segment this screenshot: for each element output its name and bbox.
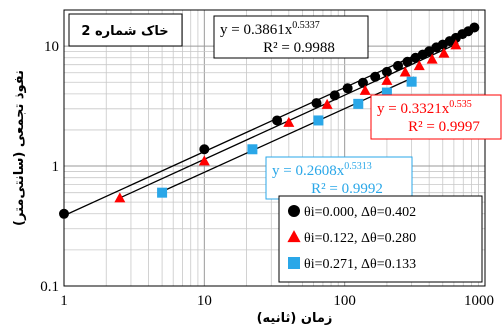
data-point-series-3 (313, 115, 324, 126)
legend-label-3: θi=0.271, Δθ=0.133 (304, 257, 416, 272)
y-tick-label: 0.1 (40, 279, 59, 295)
data-point-series-2 (450, 39, 462, 50)
data-point-series-2 (413, 60, 425, 71)
fit-label-series-1-frame (213, 15, 369, 59)
fit-label-series-3: y = 0.2608x0.5313 R² = 0.9992 (265, 156, 413, 200)
data-point-series-1 (469, 22, 480, 33)
data-point-series-2 (321, 98, 333, 109)
data-point-series-1 (329, 90, 340, 101)
data-point-series-1 (402, 56, 413, 67)
fit-label-series-2-r2: R² = 0.9997 (408, 119, 480, 135)
data-point-series-2 (438, 47, 450, 58)
data-points (59, 22, 480, 219)
legend-label-1: θi=0.000, Δθ=0.402 (304, 205, 416, 220)
data-point-series-1 (381, 66, 392, 77)
y-tick-label: 10 (44, 39, 59, 55)
data-point-series-3 (381, 87, 392, 98)
fit-label-series-2-equation-exponent: 0.535 (449, 99, 472, 110)
x-tick-label: 1000 (464, 293, 494, 309)
fit-label-series-1-equation-exponent: 0.5337 (292, 20, 320, 31)
fit-label-series-2-equation-base: y = 0.3321x (377, 101, 450, 117)
legend: θi=0.000, Δθ=0.402 θi=0.122, Δθ=0.280 θi=0… (278, 195, 483, 283)
fit-label-series-2: y = 0.3321x0.535 R² = 0.9997 (370, 94, 502, 140)
x-axis-title: زمان (ثانیه) (257, 311, 333, 326)
data-point-series-2 (381, 74, 393, 85)
fit-label-series-3-frame (265, 156, 413, 200)
data-point-series-1 (199, 144, 210, 155)
data-point-series-1 (311, 98, 322, 109)
data-point-series-2 (283, 116, 295, 127)
data-point-series-2 (198, 155, 210, 166)
legend-frame (278, 195, 483, 283)
data-point-series-3 (353, 98, 364, 109)
fit-label-series-3-equation: y = 0.2608x0.5313 (272, 161, 372, 179)
y-axis-title: نفوذ تجمعی (سانتی‌متر) (12, 70, 27, 226)
data-point-series-3 (157, 187, 168, 198)
x-tick-label: 1 (60, 293, 68, 309)
data-point-series-1 (393, 60, 404, 71)
fit-label-series-3-r2: R² = 0.9992 (311, 181, 383, 197)
fit-label-series-2-equation: y = 0.3321x0.535 (377, 99, 472, 117)
data-point-series-1 (370, 71, 381, 82)
fit-label-series-3-equation-base: y = 0.2608x (272, 163, 345, 179)
data-point-series-1 (357, 77, 368, 88)
data-point-series-1 (272, 115, 283, 126)
data-point-series-1 (342, 83, 353, 94)
legend-marker-3 (288, 257, 300, 269)
plot-frame (63, 9, 486, 287)
data-point-series-2 (426, 53, 438, 64)
data-point-series-3 (247, 144, 258, 155)
x-tick-label: 100 (333, 293, 356, 309)
fit-label-series-1: y = 0.3861x0.5337 R² = 0.9988 (213, 15, 369, 59)
data-point-series-3 (406, 76, 417, 87)
x-tick-label: 10 (197, 293, 212, 309)
fit-label-series-1-equation-base: y = 0.3861x (220, 22, 293, 38)
fit-label-series-1-equation: y = 0.3861x0.5337 (220, 20, 320, 38)
fit-label-series-2-frame (370, 94, 502, 140)
y-tick-label: 1 (52, 159, 60, 175)
fit-label-series-1-r2: R² = 0.9988 (263, 40, 335, 56)
soil-label: خاک شماره 2 (81, 24, 168, 39)
data-point-series-2 (399, 66, 411, 77)
legend-marker-2 (287, 230, 301, 243)
soil-label-box (68, 13, 183, 47)
legend-marker-1 (288, 205, 300, 217)
data-point-series-2 (359, 84, 371, 95)
fit-label-series-3-equation-exponent: 0.5313 (344, 161, 372, 172)
data-point-series-2 (114, 192, 126, 203)
legend-label-2: θi=0.122, Δθ=0.280 (304, 231, 416, 246)
